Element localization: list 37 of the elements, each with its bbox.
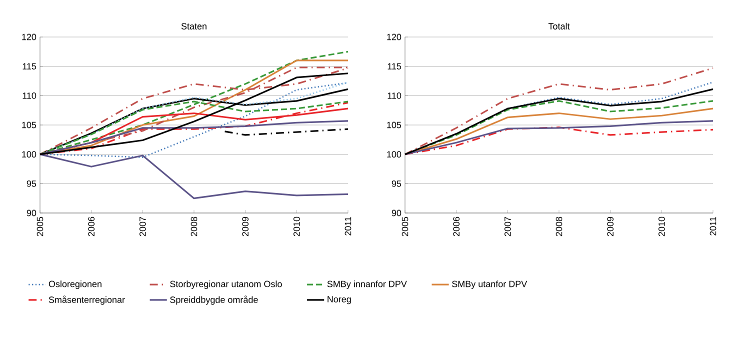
x-tick-label: 2007 [504, 216, 511, 236]
x-tick-label: 2007 [139, 216, 146, 236]
legend-label: Storbyregionar utanom Oslo [170, 280, 282, 289]
y-tick-label: 90 [26, 210, 36, 216]
x-tick-label: 2008 [190, 216, 198, 236]
x-tick-label: 2005 [36, 216, 44, 236]
x-tick-label: 2008 [556, 216, 562, 236]
x-tick-label: 2009 [242, 216, 249, 236]
x-tick-label: 2005 [402, 216, 408, 236]
y-tick-label: 115 [388, 63, 402, 70]
legend-label: Småsenterregionar [48, 296, 125, 305]
chart-title: Totalt [548, 22, 570, 30]
y-tick-label: 100 [387, 151, 402, 158]
x-tick-label: 2009 [607, 216, 614, 236]
y-tick-label: 105 [387, 122, 402, 128]
legend-label: SMBy innanfor DPV [327, 280, 407, 289]
y-tick-label: 100 [22, 151, 36, 158]
chart-title: Staten [181, 23, 206, 30]
y-tick-label: 105 [22, 122, 36, 128]
x-tick-label: 2010 [658, 216, 665, 236]
x-tick-label: 2011 [344, 216, 352, 236]
x-tick-label: 2006 [88, 216, 95, 236]
legend-label: Osloregionen [48, 280, 102, 289]
legend-label: SMBy utanfor DPV [452, 280, 528, 289]
legend-label: Noreg [328, 296, 351, 304]
x-tick-label: 2006 [453, 216, 460, 236]
y-tick-label: 95 [392, 180, 402, 187]
x-tick-label: 2011 [710, 216, 716, 236]
y-tick-label: 110 [22, 92, 36, 99]
legend-label: Spreiddbygde område [170, 296, 258, 305]
y-tick-label: 120 [387, 34, 402, 40]
y-tick-label: 110 [388, 92, 402, 99]
y-tick-label: 95 [26, 180, 36, 187]
x-tick-label: 2010 [293, 216, 300, 236]
y-tick-label: 115 [22, 63, 36, 70]
y-tick-label: 90 [392, 210, 402, 216]
y-tick-label: 120 [22, 34, 36, 40]
